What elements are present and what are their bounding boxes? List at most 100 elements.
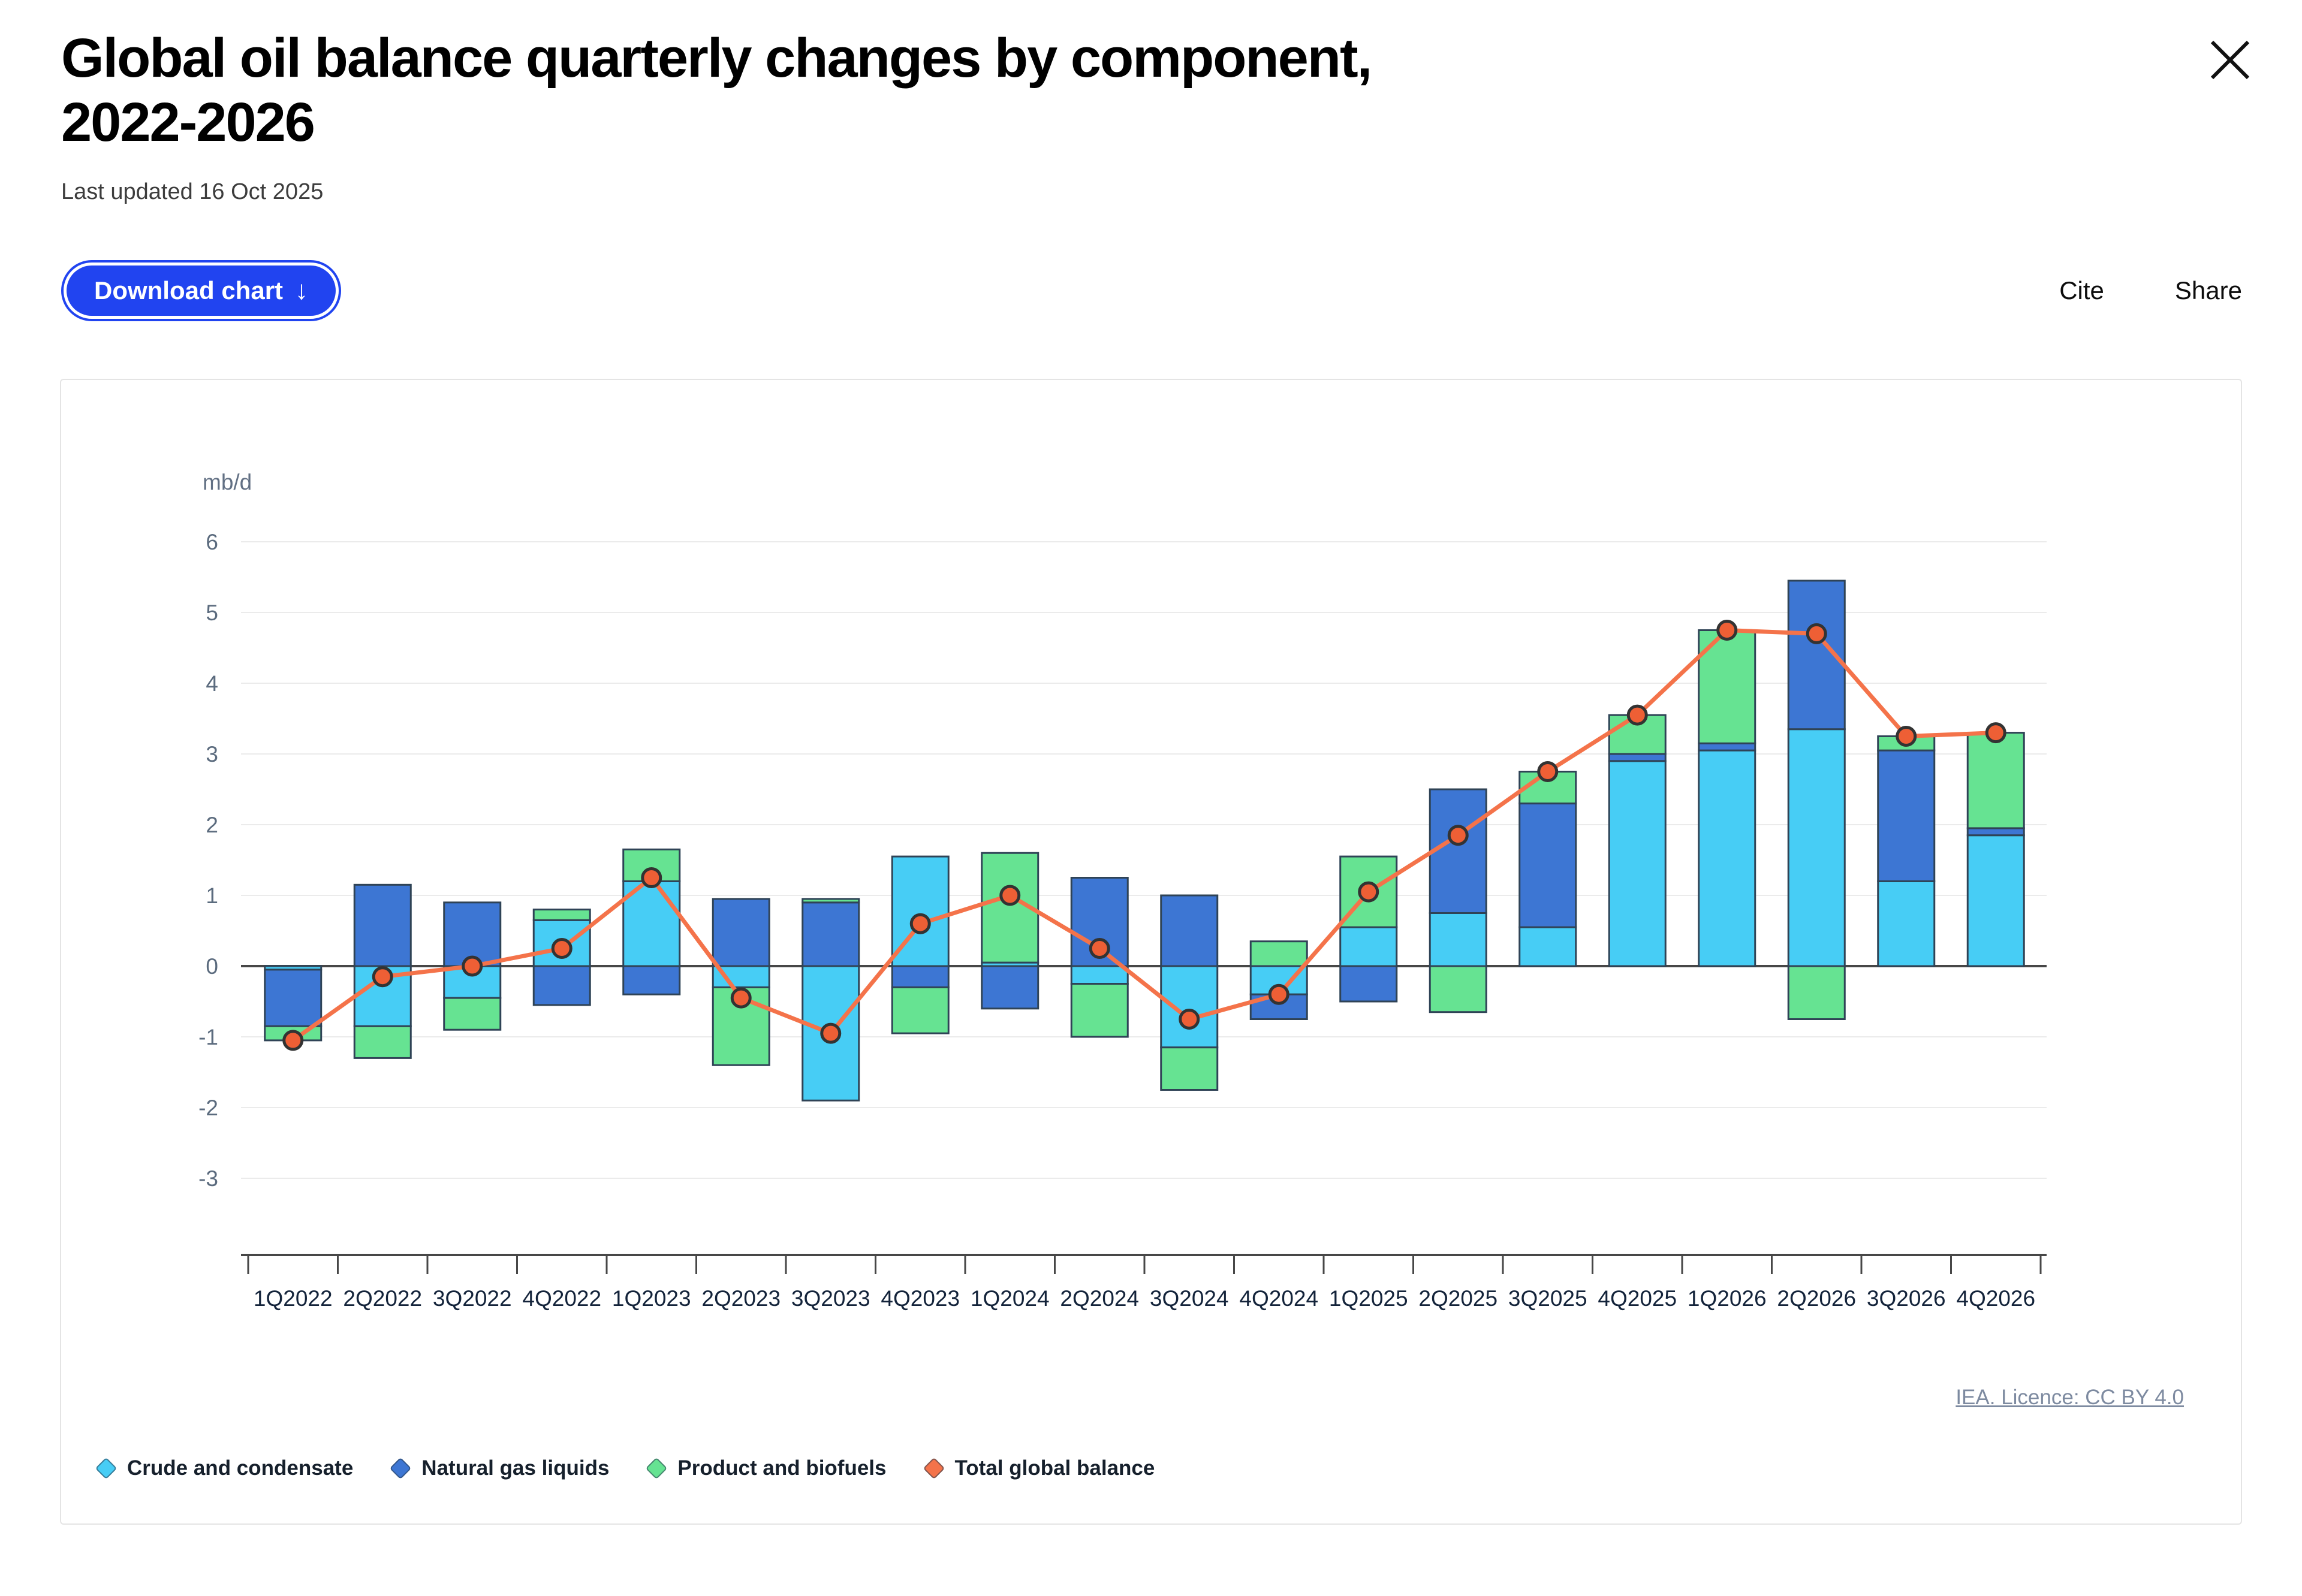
total-balance-point (999, 885, 1021, 906)
legend-item-product[interactable]: Product and biofuels (646, 1456, 887, 1480)
total-balance-line (291, 628, 1996, 1043)
chart-card: mb/d 6 5 4 3 2 1 0 -1 -2 -3 1Q2022 2Q2022 3Q2022 4Q20… (60, 379, 2242, 1525)
legend-item-ngl[interactable]: Natural gas liquids (389, 1456, 609, 1480)
x-axis-category-label: 4Q2025 (1598, 1286, 1677, 1311)
total-balance-point (1447, 825, 1469, 846)
total-balance-point (282, 1030, 304, 1051)
bar-segment (1698, 743, 1756, 752)
bar-segment (1429, 788, 1487, 915)
bar-segment (1966, 834, 2025, 967)
close-icon (2210, 40, 2250, 80)
bar-segment (1070, 965, 1129, 985)
y-axis-tick-label: 5 (206, 601, 218, 625)
total-balance-point (1179, 1009, 1200, 1030)
y-axis-tick-label: 2 (206, 813, 218, 837)
x-axis-category-label: 3Q2026 (1867, 1286, 1946, 1311)
toolbar: Download chart ↓ Cite Share (61, 260, 2242, 322)
bar-segment (1966, 732, 2025, 829)
y-axis-tick-label: -2 (198, 1096, 218, 1120)
bar-segment (1339, 927, 1398, 967)
y-axis-tick-label: 0 (206, 954, 218, 979)
total-balance-point (1716, 620, 1738, 641)
top-links: Cite Share (2059, 276, 2242, 305)
bar-segment (443, 901, 502, 967)
x-axis-category-label: 1Q2022 (254, 1286, 333, 1311)
bar-segment (712, 898, 770, 967)
download-chart-button[interactable]: Download chart ↓ (61, 260, 342, 322)
x-axis-category-label: 2Q2024 (1060, 1286, 1139, 1311)
total-balance-point (1089, 938, 1110, 960)
y-axis-tick-label: 3 (206, 742, 218, 767)
download-arrow-icon: ↓ (295, 276, 309, 306)
bar-segment (443, 997, 502, 1031)
x-axis-category-label: 2Q2025 (1418, 1286, 1497, 1311)
x-axis-category-label: 3Q2024 (1150, 1286, 1229, 1311)
x-axis-category-label: 4Q2024 (1239, 1286, 1318, 1311)
bar-segment (1877, 880, 1936, 967)
total-balance-point (820, 1023, 842, 1045)
bar-segment (1070, 983, 1129, 1038)
total-legend-marker-icon (923, 1458, 945, 1480)
total-balance-point (1268, 984, 1289, 1006)
download-chart-label: Download chart (94, 276, 284, 305)
x-axis-category-label: 2Q2023 (701, 1286, 781, 1311)
x-axis-category-label: 3Q2025 (1508, 1286, 1587, 1311)
header: Global oil balance quarterly changes by … (0, 0, 2302, 205)
bar-segment (1518, 927, 1577, 967)
bar-segment (1877, 750, 1936, 883)
bar-segment (353, 1025, 412, 1060)
bar-segment (1429, 912, 1487, 967)
total-balance-point (1537, 761, 1559, 783)
crude-legend-marker-icon (95, 1458, 117, 1480)
x-axis-category-label: 1Q2025 (1329, 1286, 1408, 1311)
legend-item-crude[interactable]: Crude and condensate (95, 1456, 353, 1480)
x-axis-category-label: 4Q2023 (881, 1286, 960, 1311)
bar-segment (1698, 750, 1756, 967)
total-balance-point (1806, 623, 1827, 645)
total-balance-point (641, 867, 662, 889)
x-axis-category-label: 4Q2022 (522, 1286, 601, 1311)
page-title: Global oil balance quarterly changes by … (61, 28, 1372, 153)
last-updated: Last updated 16 Oct 2025 (61, 179, 324, 205)
bar-segment (802, 901, 860, 967)
x-axis-category-label: 4Q2026 (1956, 1286, 2035, 1311)
total-balance-point (1626, 705, 1648, 726)
total-balance-point (372, 966, 393, 988)
total-balance-point (1985, 722, 2006, 744)
bar-segment (532, 909, 591, 922)
total-balance-point (730, 988, 752, 1009)
bar-segment (891, 986, 950, 1035)
bar-segment (1608, 760, 1667, 967)
bar-segment (802, 898, 860, 904)
bar-segment (1966, 827, 2025, 837)
share-link[interactable]: Share (2174, 276, 2242, 305)
chart-legend: Crude and condensate Natural gas liquids… (95, 1456, 1155, 1480)
bar-segment (1429, 965, 1487, 1013)
bar-segment (1608, 753, 1667, 762)
x-axis-category-label: 1Q2023 (612, 1286, 691, 1311)
y-axis-tick-label: -1 (198, 1025, 218, 1049)
x-axis-category-label: 3Q2022 (433, 1286, 512, 1311)
bar-segment (1249, 940, 1308, 967)
cite-link[interactable]: Cite (2059, 276, 2104, 305)
x-axis-category-label: 3Q2023 (791, 1286, 870, 1311)
total-balance-point (1358, 882, 1379, 903)
chart-svg: 6 5 4 3 2 1 0 -1 -2 -3 1Q2022 2Q2022 3Q2022 4Q2022 1Q2… (198, 530, 2047, 1311)
bar-segment (1160, 894, 1219, 967)
x-axis-category-label: 2Q2026 (1777, 1286, 1856, 1311)
x-axis-category-label: 1Q2026 (1688, 1286, 1767, 1311)
bar-segment (1339, 965, 1398, 1003)
bar-segment (1160, 1046, 1219, 1091)
close-button[interactable] (2201, 31, 2259, 89)
x-axis-category-label: 2Q2022 (343, 1286, 422, 1311)
y-axis-tick-label: -3 (198, 1166, 218, 1191)
total-balance-point (909, 913, 931, 935)
bar-segment (891, 965, 950, 989)
legend-item-total[interactable]: Total global balance (923, 1456, 1155, 1480)
total-balance-point (1896, 726, 1917, 747)
bar-segment (1518, 802, 1577, 929)
product-legend-marker-icon (646, 1458, 668, 1480)
iea-licence-link[interactable]: IEA. Licence: CC BY 4.0 (1956, 1386, 2184, 1410)
bar-segment (1787, 965, 1846, 1021)
